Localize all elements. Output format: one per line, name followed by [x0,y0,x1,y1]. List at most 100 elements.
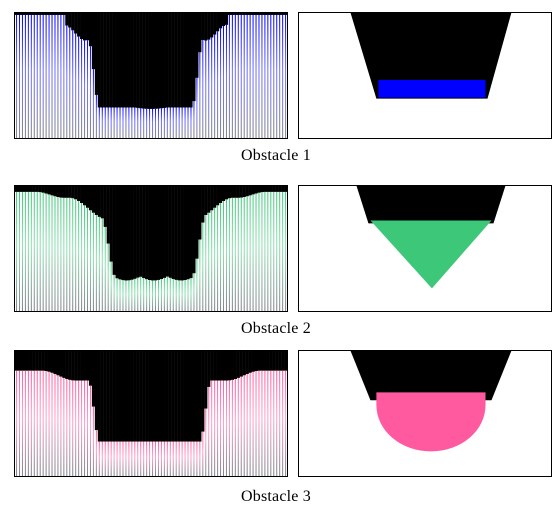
scan-occluded-segment [165,186,169,277]
scan-bar [33,191,35,311]
scan-occluded-segment [148,13,152,109]
scan-bar [54,196,56,311]
scan-bar [27,191,29,311]
scan-occluded-segment [77,186,81,201]
scan-occluded-segment [189,186,193,279]
scan-bar [116,441,118,476]
scan-bar [199,239,201,311]
scan-occluded-segment [248,351,252,373]
scan-bar [234,197,236,311]
scan-bar [181,441,183,476]
scan-bar [225,380,227,476]
scan-bar [18,14,21,138]
scan-bar [214,34,216,138]
scan-bar [157,279,159,311]
scan-bar [140,441,142,476]
scan-occluded-segment [133,186,137,279]
scan-bar [60,197,62,311]
scan-bar [89,210,91,311]
scan-bar [196,77,198,138]
scan-occluded-segment [32,186,36,192]
scan-occluded-segment [142,351,146,442]
scan-occluded-segment [233,351,237,380]
scan-occluded-segment [159,186,164,280]
scan-bar [66,197,68,311]
scan-bar [255,14,257,138]
scan-bar [228,380,230,476]
scan-occluded-segment [189,13,193,108]
scan-bar [240,197,242,311]
scan-occluded-segment [151,13,155,109]
scan-occluded-segment [224,351,229,381]
scan-bar [252,194,254,311]
scan-occluded-segment [248,186,252,196]
scan-bar [282,191,284,311]
cavity [350,13,512,99]
row-1-obstacle-shape [350,13,512,99]
scan-bar [122,107,124,138]
scan-bar [258,14,260,138]
scan-occluded-segment [168,186,172,278]
scan-occluded-segment [278,186,282,192]
scan-bar [63,377,65,476]
scan-bar [128,107,130,138]
scan-occluded-segment [118,351,122,442]
scan-bar [143,278,145,311]
scan-bar [134,441,136,476]
scan-bar [199,441,201,476]
scan-bar [202,431,204,476]
scan-bar [154,280,157,311]
scan-bar [282,370,284,476]
scan-bar [231,379,233,476]
scan-occluded-segment [189,351,193,442]
scan-bar [264,191,266,311]
scan-bar [27,370,29,476]
scan-occluded-segment [159,13,164,109]
scan-occluded-segment [130,186,134,280]
scan-occluded-segment [29,186,33,192]
scan-occluded-segment [207,13,211,40]
scan-occluded-segment [251,13,255,15]
scan-bar [285,14,287,138]
scan-bar [66,25,68,138]
scan-bar [39,192,41,311]
scan-occluded-segment [50,186,54,196]
scan-bar [72,30,74,138]
scan-occluded-segment [139,13,143,109]
scan-occluded-segment [100,13,104,108]
scan-occluded-segment [41,186,45,193]
scan-occluded-segment [266,186,270,192]
scan-bar [110,261,112,311]
scan-bar [84,380,86,476]
scan-bar [57,197,59,311]
scan-occluded-segment [29,13,33,15]
scan-occluded-segment [127,13,131,108]
scan-occluded-segment [183,13,187,108]
scan-occluded-segment [281,13,285,15]
row-1-bar-scan-panel [14,12,288,139]
scan-occluded-segment [26,13,30,15]
scan-bar [149,280,151,311]
scan-bar [119,107,121,138]
scan-occluded-segment [230,13,234,15]
scan-bar [255,193,257,311]
scan-occluded-segment [275,186,279,192]
scan-bar [42,192,44,311]
scan-bar [249,372,251,476]
scan-occluded-segment [221,13,226,27]
scan-occluded-segment [180,13,184,108]
scan-bar [237,377,239,476]
scan-bar [220,28,222,138]
scan-occluded-segment [266,351,270,371]
scan-occluded-segment [269,351,273,371]
scan-occluded-segment [53,13,57,15]
scan-bar [261,370,263,476]
scan-occluded-segment [260,186,264,193]
scan-bar [222,200,225,311]
scan-bar [249,14,251,138]
scan-bar [128,280,130,311]
scan-occluded-segment [44,186,48,194]
scan-occluded-segment [227,351,232,381]
scan-occluded-segment [77,13,81,37]
scan-occluded-segment [174,13,178,108]
